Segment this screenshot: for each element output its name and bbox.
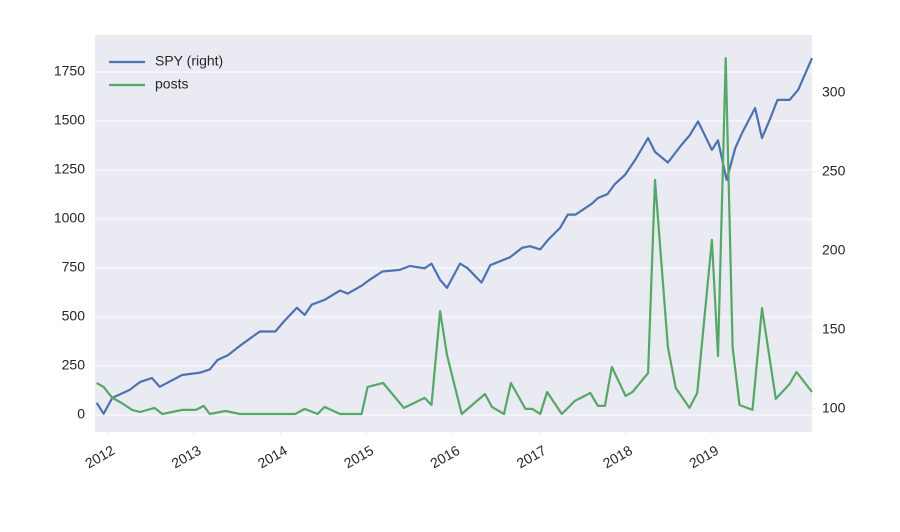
- y-tick-label: 250: [62, 357, 86, 373]
- x-tick-label: 2014: [255, 442, 290, 472]
- y-tick-label: 750: [62, 259, 86, 275]
- series-line: [95, 57, 814, 415]
- x-tick-label: 2012: [82, 442, 117, 472]
- x-tick-label: 2018: [600, 442, 635, 472]
- legend-label: posts: [155, 76, 188, 92]
- series-line: [96, 56, 813, 416]
- y-tick-label: 500: [62, 308, 86, 324]
- x-tick-label: 2013: [169, 442, 204, 472]
- x-tick-label: 2015: [341, 442, 376, 472]
- x-tick-label: 2017: [514, 442, 549, 472]
- legend-label: SPY (right): [155, 53, 223, 69]
- y2-tick-label: 200: [822, 242, 846, 258]
- y2-tick-label: 250: [822, 163, 846, 179]
- y2-tick-label: 150: [822, 321, 846, 337]
- y2-tick-label: 300: [822, 84, 846, 100]
- y-tick-label: 1000: [54, 210, 85, 226]
- x-tick-label: 2019: [686, 442, 721, 472]
- y2-tick-label: 100: [822, 400, 846, 416]
- y-tick-label: 1250: [54, 161, 85, 177]
- y-tick-label: 1750: [54, 63, 85, 79]
- y-tick-label: 1500: [54, 112, 85, 128]
- x-tick-label: 2016: [427, 442, 462, 472]
- y-tick-label: 0: [77, 406, 85, 422]
